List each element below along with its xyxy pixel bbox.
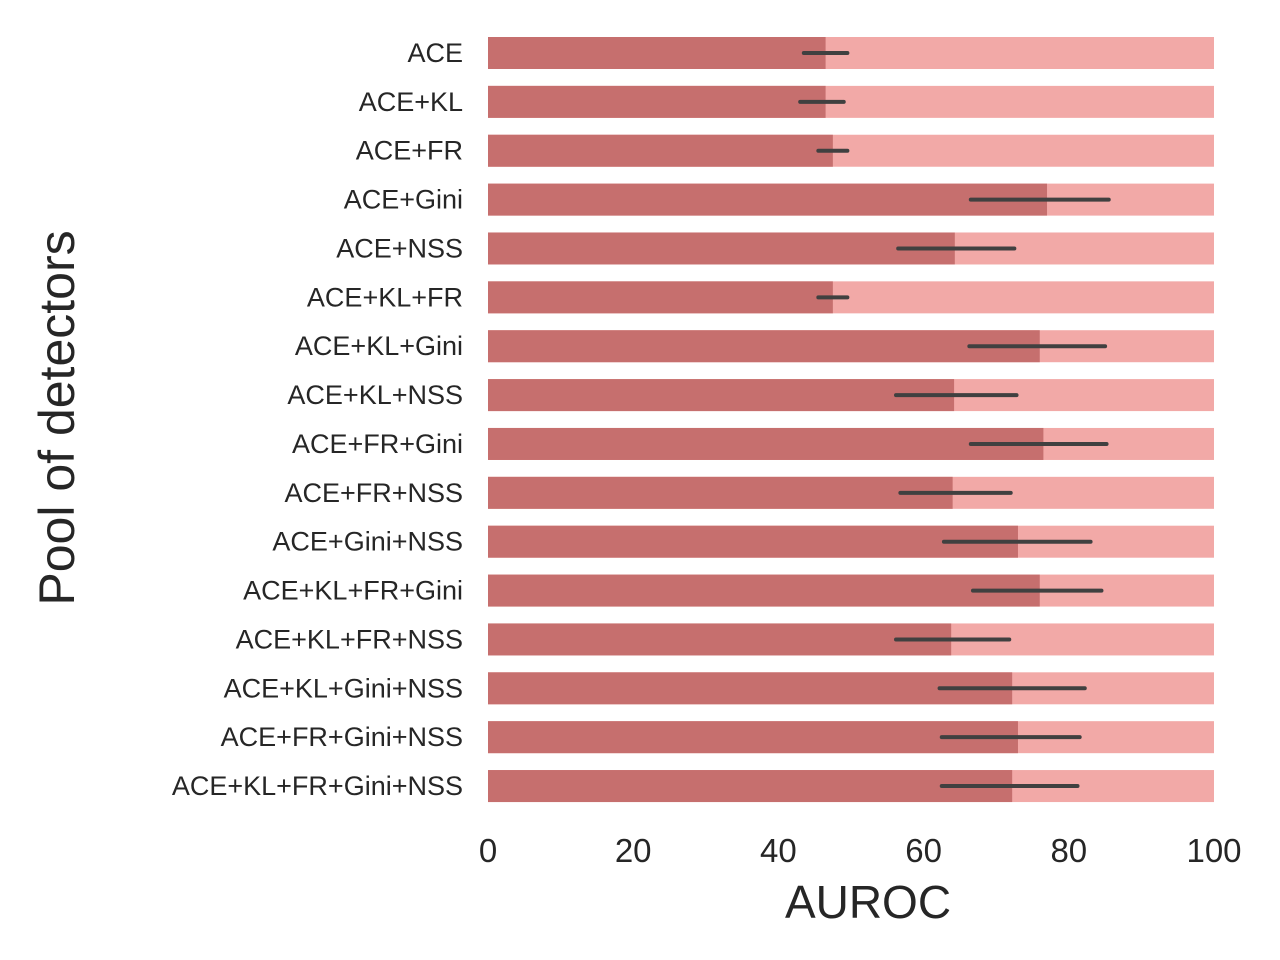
value-bar [488,134,833,167]
y-tick-labels: ACE ACE+KL ACE+FR ACE+Gini ACE+NSS ACE+KL+FR A… [172,38,463,801]
y-tick-label: ACE+KL+Gini [295,331,463,361]
y-tick-label: ACE+KL+FR+Gini+NSS [172,771,463,801]
x-tick-label: 40 [760,832,797,869]
y-tick-label: ACE+KL+FR+Gini [243,576,463,606]
x-tick-labels: 0 20 40 60 80 100 [479,832,1242,869]
value-bar [488,525,1018,558]
value-bar [488,183,1048,216]
y-tick-label: ACE+KL+FR [307,282,463,312]
y-tick-label: ACE+NSS [336,233,463,263]
y-tick-label: ACE+KL+Gini+NSS [224,673,463,703]
value-bar [488,574,1040,607]
value-bar [488,281,833,314]
x-tick-label: 80 [1050,832,1087,869]
value-bar [488,672,1013,705]
value-bar [488,330,1040,363]
y-tick-label: ACE+FR [356,136,463,166]
value-bar [488,623,952,656]
value-bar [488,232,955,265]
error-bars [798,51,1111,789]
y-tick-label: ACE+FR+Gini [292,429,463,459]
x-tick-label: 100 [1186,832,1241,869]
value-bar [488,427,1044,460]
value-bar [488,37,826,69]
y-tick-label: ACE+KL [359,87,463,117]
x-tick-label: 60 [905,832,942,869]
y-axis-title: Pool of detectors [29,230,85,605]
value-bars [488,37,1048,803]
y-tick-label: ACE+FR+Gini+NSS [221,722,463,752]
y-tick-label: ACE+FR+NSS [284,478,463,508]
y-tick-label: ACE+KL+NSS [287,380,463,410]
x-tick-label: 20 [615,832,652,869]
y-tick-label: ACE [407,38,463,68]
y-tick-label: ACE+Gini+NSS [272,527,463,557]
value-bar [488,85,826,118]
value-bar [488,379,955,412]
y-tick-label: ACE+KL+FR+NSS [236,624,463,654]
x-tick-label: 0 [479,832,497,869]
x-axis-title: AUROC [785,876,951,928]
y-tick-label: ACE+Gini [344,185,463,215]
value-bar [488,476,953,509]
value-bar [488,721,1018,754]
value-bar [488,770,1013,803]
